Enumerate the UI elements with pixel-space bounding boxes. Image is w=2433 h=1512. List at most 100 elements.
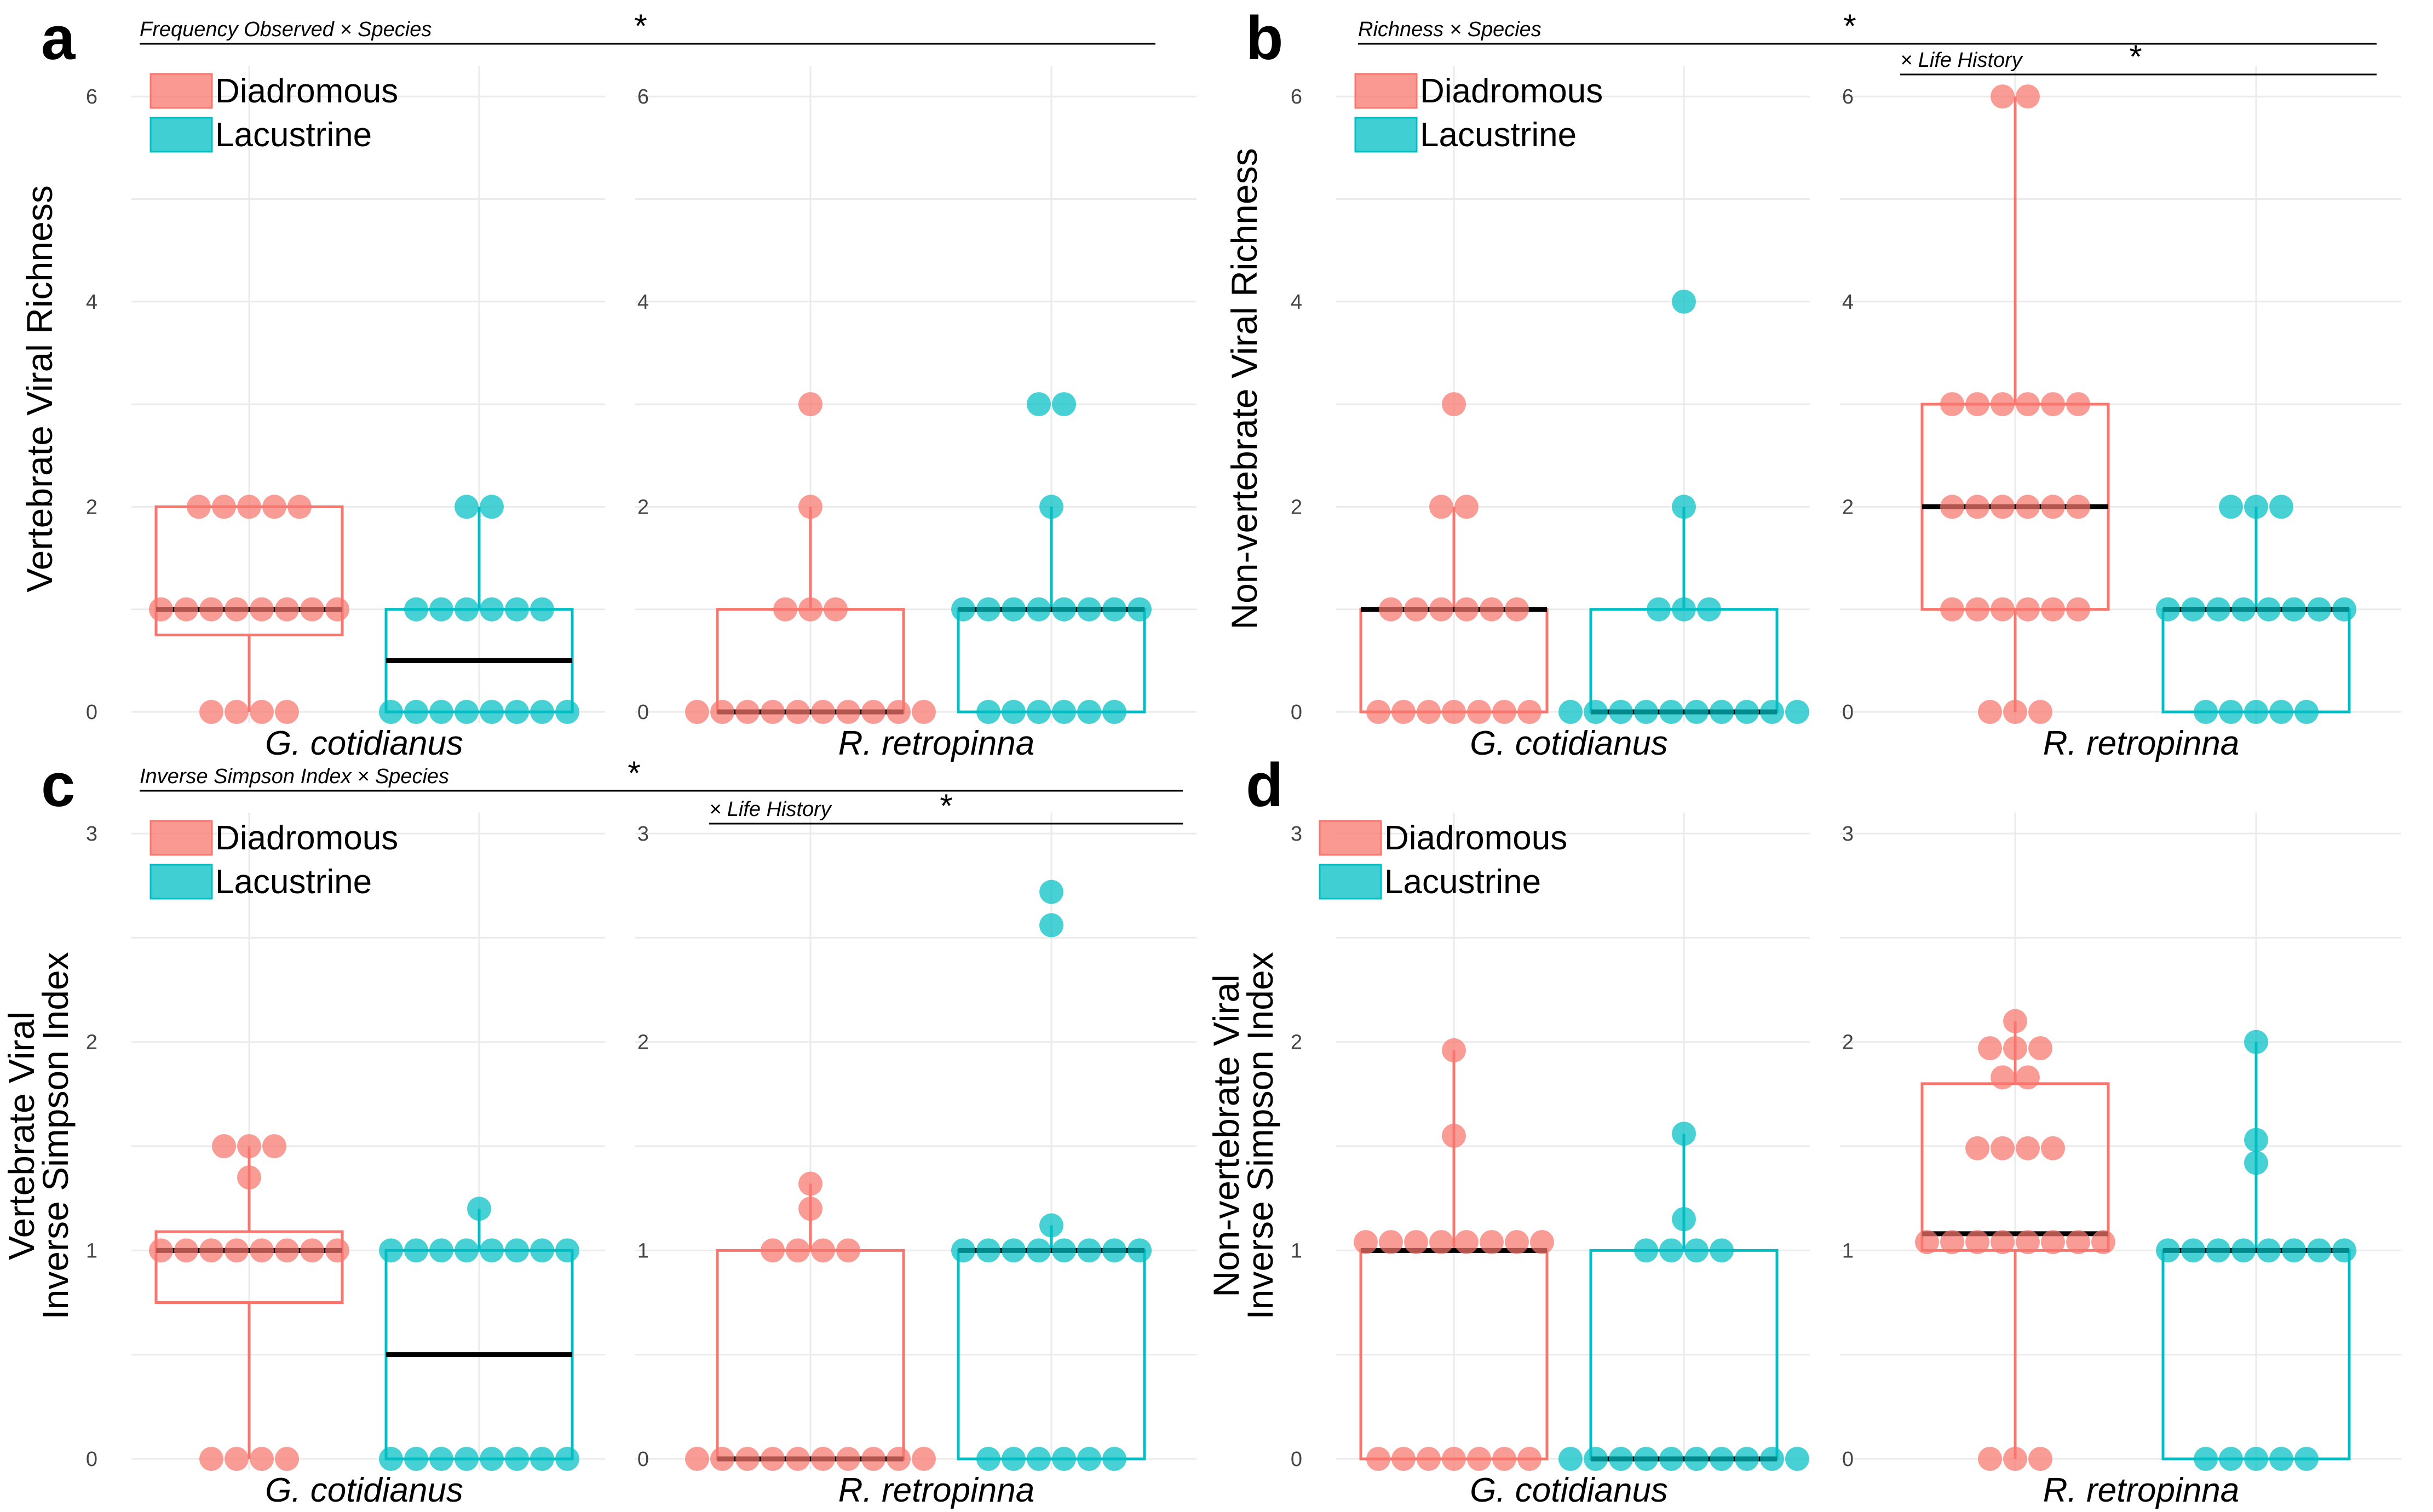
- data-point: [1027, 700, 1051, 724]
- facet-label: G. cotidianus: [265, 1471, 463, 1509]
- data-point: [467, 1197, 491, 1221]
- y-axis-label: Inverse Simpson Index: [35, 952, 76, 1319]
- legend-swatch: [149, 864, 213, 900]
- data-point: [225, 1238, 249, 1263]
- data-point: [976, 700, 1000, 724]
- data-point: [429, 597, 453, 622]
- y-tick-label: 0: [1842, 1448, 1854, 1471]
- data-point: [2041, 1136, 2065, 1160]
- data-point: [1102, 597, 1126, 622]
- panel-c: 0 1 2 3 G. cotidianus 0 1 2 3 R. retropinna Verteb…: [1, 751, 1197, 1509]
- legend-swatch: [1319, 820, 1382, 856]
- data-point: [976, 1447, 1000, 1471]
- panel-d: 0 1 2 3 G. cotidianus 0 1 2 3 R. retropinna Non-ve…: [1206, 751, 2401, 1509]
- data-point: [836, 700, 860, 724]
- data-point: [824, 597, 848, 622]
- data-point: [1965, 392, 1989, 417]
- data-point: [1517, 700, 1542, 724]
- data-point: [275, 1447, 299, 1471]
- data-point: [1517, 1447, 1542, 1471]
- y-tick-label: 6: [1291, 85, 1302, 108]
- legend-label: Diadromous: [215, 819, 398, 857]
- data-point: [379, 700, 403, 724]
- significance-star: *: [628, 755, 640, 791]
- data-point: [2028, 1036, 2052, 1061]
- data-point: [1417, 1447, 1441, 1471]
- y-axis-label: Inverse Simpson Index: [1240, 952, 1280, 1319]
- y-tick-label: 4: [1842, 291, 1854, 314]
- data-point: [1002, 597, 1026, 622]
- data-point: [2194, 1447, 2218, 1471]
- y-tick-label: 2: [1842, 1031, 1854, 1054]
- box-iqr: [1920, 1082, 2110, 1252]
- data-point: [1039, 1213, 1063, 1238]
- legend-swatch: [149, 820, 213, 856]
- y-tick-label: 1: [1842, 1239, 1854, 1262]
- data-point: [1684, 1447, 1709, 1471]
- data-point: [429, 700, 453, 724]
- data-point: [786, 1238, 810, 1263]
- data-point: [1102, 1447, 1126, 1471]
- data-point: [2282, 597, 2306, 622]
- data-point: [811, 1447, 835, 1471]
- data-point: [1530, 1230, 1554, 1255]
- panel-a: 0 2 4 6 G. cotidianus 0 2 4 6 R. retropinna Verteb…: [19, 4, 1197, 762]
- data-point: [225, 1447, 249, 1471]
- y-tick-label: 3: [1842, 823, 1854, 846]
- data-point: [555, 1238, 579, 1263]
- data-point: [199, 1238, 223, 1263]
- data-point: [275, 597, 299, 622]
- data-point: [1442, 392, 1466, 417]
- data-point: [1077, 597, 1101, 622]
- data-point: [1634, 1238, 1658, 1263]
- data-point: [2244, 1447, 2268, 1471]
- data-point: [1584, 1447, 1608, 1471]
- data-point: [1584, 700, 1608, 724]
- data-point: [530, 1447, 554, 1471]
- data-point: [325, 597, 349, 622]
- data-point: [455, 1238, 479, 1263]
- y-tick-label: 4: [637, 291, 649, 314]
- data-point: [798, 597, 822, 622]
- legend-label: Diadromous: [215, 72, 398, 110]
- facet-label: G. cotidianus: [1470, 1471, 1668, 1509]
- data-point: [455, 700, 479, 724]
- data-point: [1965, 597, 1989, 622]
- data-point: [2231, 1238, 2256, 1263]
- data-point: [1052, 700, 1076, 724]
- data-point: [1492, 700, 1516, 724]
- data-point: [2066, 495, 2090, 519]
- significance-label: Frequency Observed × Species: [140, 18, 432, 41]
- y-tick-label: 4: [86, 291, 97, 314]
- data-point: [798, 1171, 822, 1196]
- data-point: [976, 597, 1000, 622]
- data-point: [2016, 495, 2040, 519]
- legend-swatch: [149, 73, 213, 109]
- data-point: [836, 1238, 860, 1263]
- facet-label: G. cotidianus: [1470, 725, 1668, 762]
- data-point: [455, 597, 479, 622]
- data-point: [2332, 597, 2356, 622]
- data-point: [480, 597, 504, 622]
- data-point: [429, 1238, 453, 1263]
- data-point: [262, 495, 286, 519]
- data-point: [1978, 1447, 2002, 1471]
- data-point: [1647, 597, 1671, 622]
- facet-label: G. cotidianus: [265, 725, 463, 762]
- y-tick-label: 4: [1291, 291, 1302, 314]
- data-point: [1379, 597, 1403, 622]
- data-point: [2206, 1238, 2230, 1263]
- significance-label: Richness × Species: [1358, 18, 1542, 41]
- data-point: [2219, 495, 2243, 519]
- data-point: [861, 700, 885, 724]
- y-tick-label: 0: [1842, 701, 1854, 724]
- data-point: [798, 392, 822, 417]
- panel-label: c: [41, 751, 75, 819]
- legend-label: Diadromous: [1384, 819, 1567, 857]
- data-point: [404, 700, 428, 724]
- data-point: [1672, 1122, 1696, 1146]
- data-point: [237, 1134, 261, 1159]
- data-point: [2066, 1230, 2090, 1255]
- data-point: [1991, 84, 2015, 109]
- data-point: [811, 1238, 835, 1263]
